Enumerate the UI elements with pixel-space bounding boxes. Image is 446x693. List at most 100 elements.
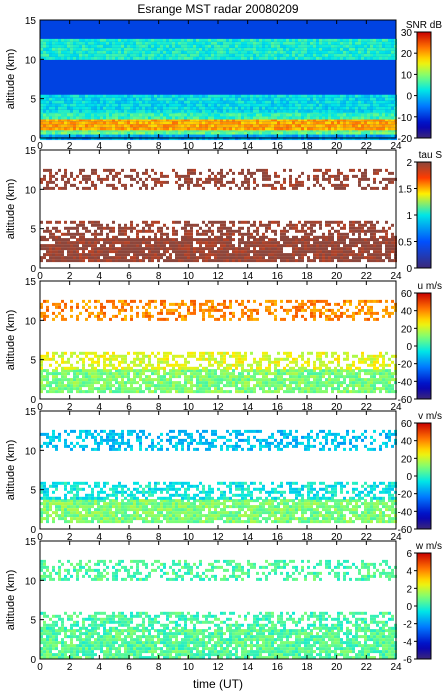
u-cell — [193, 369, 196, 373]
snr-cell — [145, 97, 148, 101]
snr-cell — [184, 47, 187, 51]
snr-cell — [55, 41, 58, 45]
tau-cell — [169, 259, 172, 263]
tau-cell — [340, 247, 343, 251]
snr-cell — [166, 118, 169, 122]
snr-cell — [298, 121, 301, 125]
tau-cell — [352, 241, 355, 245]
snr-cell — [52, 127, 55, 131]
tau-cell — [388, 171, 391, 175]
u-cell — [193, 384, 196, 388]
snr-cell — [193, 124, 196, 128]
snr-cell — [337, 137, 340, 141]
snr-cell — [370, 103, 373, 107]
snr-cell — [64, 56, 67, 60]
tau-cell — [133, 244, 136, 248]
snr-cell — [139, 127, 142, 131]
snr-cell — [202, 131, 205, 135]
snr-cell — [358, 127, 361, 131]
tau-cell — [301, 180, 304, 184]
snr-cell — [166, 41, 169, 45]
snr-cell — [205, 56, 208, 60]
tau-cell — [211, 241, 214, 245]
snr-cell — [388, 53, 391, 57]
tau-cell — [304, 220, 307, 224]
tau-cell — [334, 183, 337, 187]
snr-cell — [193, 131, 196, 135]
snr-cell — [280, 50, 283, 54]
snr-cell — [331, 127, 334, 131]
tau-cell — [265, 235, 268, 239]
snr-cell — [118, 97, 121, 101]
tau-cell — [301, 247, 304, 251]
snr-cell — [52, 137, 55, 141]
tau-cell — [280, 256, 283, 260]
u-cell — [55, 369, 58, 373]
snr-cell — [196, 127, 199, 131]
snr-cell — [382, 127, 385, 131]
snr-cell — [205, 94, 208, 98]
snr-cell — [94, 97, 97, 101]
snr-cell — [250, 100, 253, 104]
snr-cell — [334, 109, 337, 113]
tau-cell — [373, 180, 376, 184]
tau-cell — [106, 238, 109, 242]
tau-cell — [85, 186, 88, 190]
tau-cell — [175, 180, 178, 184]
snr-cell — [274, 97, 277, 101]
snr-cell — [106, 116, 109, 120]
tau-cell — [88, 241, 91, 245]
snr-cell — [250, 116, 253, 120]
snr-cell — [100, 137, 103, 141]
snr-cell — [283, 109, 286, 113]
snr-cell — [187, 106, 190, 110]
snr-cell — [319, 121, 322, 125]
tau-cell — [49, 256, 52, 260]
tau-cell — [196, 177, 199, 181]
snr-cell — [43, 109, 46, 113]
u-cell — [49, 381, 52, 385]
snr-cell — [67, 131, 70, 135]
snr-cell — [151, 56, 154, 60]
snr-cell — [247, 100, 250, 104]
tau-cell — [118, 238, 121, 242]
tau-cell — [124, 247, 127, 251]
snr-cell — [286, 134, 289, 138]
snr-cell — [235, 97, 238, 101]
u-cell — [172, 375, 175, 379]
tau-cell — [58, 259, 61, 263]
snr-cell — [211, 53, 214, 57]
tau-cell — [244, 256, 247, 260]
snr-cell — [112, 113, 115, 117]
tau-cell — [391, 232, 394, 236]
tau-cell — [388, 250, 391, 254]
tau-cell — [139, 177, 142, 181]
snr-cell — [253, 100, 256, 104]
tau-cell — [337, 241, 340, 245]
tau-cell — [139, 229, 142, 233]
snr-cell — [40, 53, 43, 57]
snr-cell — [307, 41, 310, 45]
u-cell — [211, 378, 214, 382]
tau-cell — [190, 244, 193, 248]
snr-cell — [109, 137, 112, 141]
tau-cell — [199, 171, 202, 175]
snr-cell — [112, 53, 115, 57]
tau-cell — [313, 174, 316, 178]
snr-cell — [382, 106, 385, 110]
snr-cell — [247, 56, 250, 60]
snr-cell — [130, 113, 133, 117]
snr-cell — [130, 127, 133, 131]
snr-cell — [100, 97, 103, 101]
tau-cell — [391, 223, 394, 227]
snr-cell — [94, 56, 97, 60]
snr-cell — [289, 50, 292, 54]
snr-cell — [148, 50, 151, 54]
tau-cell — [325, 259, 328, 263]
snr-cell — [217, 137, 220, 141]
tau-cell — [76, 241, 79, 245]
tau-cell — [250, 250, 253, 254]
snr-cell — [115, 103, 118, 107]
snr-cell — [151, 94, 154, 98]
snr-cell — [175, 50, 178, 54]
